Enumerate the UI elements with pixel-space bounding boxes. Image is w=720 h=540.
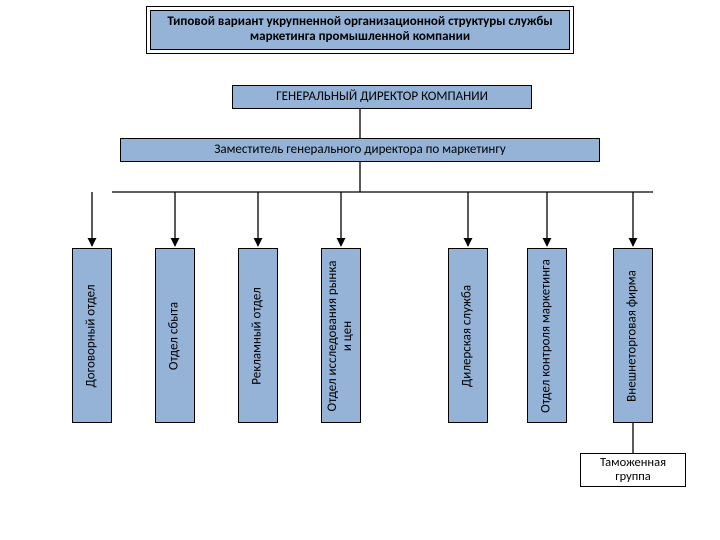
dept-label-6: Внешнеторговая фирма [626,270,641,402]
dept-label-0: Договорный отдел [85,284,100,387]
deputy-box: Заместитель генерального директора по ма… [120,138,600,162]
sub-dept-label: Таможенная группа [581,456,685,485]
deputy-label: Заместитель генерального директора по ма… [214,143,506,158]
dept-box-0: Договорный отдел [72,248,112,423]
title-box: Типовой вариант укрупненной организацион… [150,10,570,50]
chart-title: Типовой вариант укрупненной организацион… [151,15,569,45]
dept-label-1: Отдел сбыта [168,301,183,369]
dept-label-2: Рекламный отдел [251,287,266,384]
ceo-label: ГЕНЕРАЛЬНЫЙ ДИРЕКТОР КОМПАНИИ [276,90,488,105]
dept-box-6: Внешнеторговая фирма [613,248,653,423]
dept-label-5: Отдел контроля маркетинга [540,258,555,413]
dept-box-3: Отдел исследования рынка и цен [321,248,361,423]
dept-box-5: Отдел контроля маркетинга [527,248,567,423]
dept-label-4: Дилерская служба [461,284,476,386]
dept-label-3: Отдел исследования рынка и цен [326,258,356,413]
dept-box-2: Рекламный отдел [238,248,278,423]
dept-box-1: Отдел сбыта [155,248,195,423]
sub-dept-box: Таможенная группа [580,453,686,487]
dept-box-4: Дилерская служба [448,248,488,423]
ceo-box: ГЕНЕРАЛЬНЫЙ ДИРЕКТОР КОМПАНИИ [232,85,532,109]
